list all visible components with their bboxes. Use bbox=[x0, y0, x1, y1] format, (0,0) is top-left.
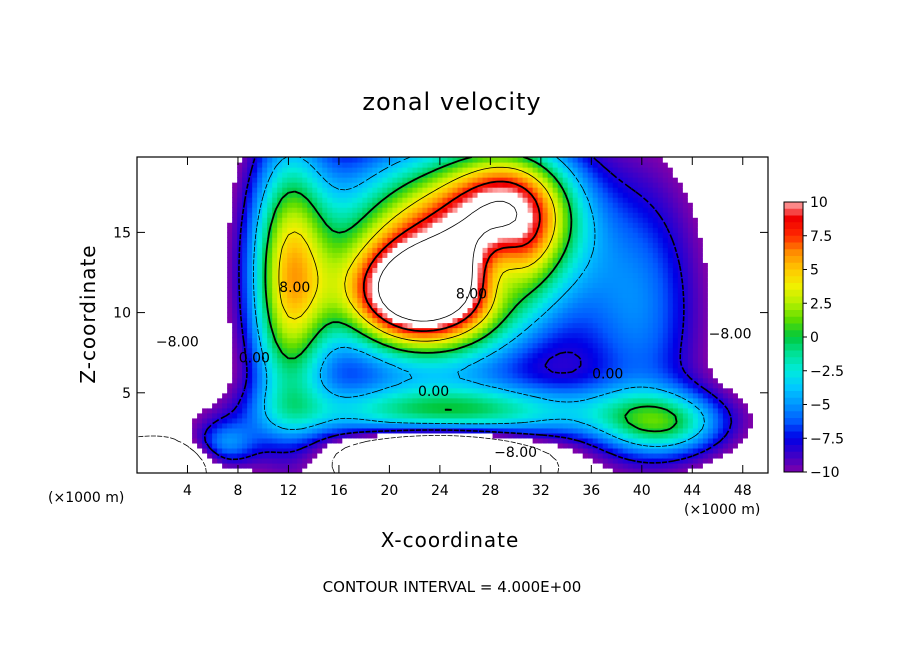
contour-line-zero bbox=[264, 157, 678, 433]
x-tick-label: 36 bbox=[582, 483, 600, 499]
colorbar-label: −7.5 bbox=[810, 431, 844, 447]
colorbar-label: 5 bbox=[810, 263, 819, 279]
colorbar-segment bbox=[784, 445, 803, 453]
colorbar-segment bbox=[784, 235, 803, 243]
x-tick-label: 48 bbox=[734, 483, 752, 499]
contour-label: −8.00 bbox=[494, 445, 537, 461]
x-tick-label: 44 bbox=[683, 483, 701, 499]
colorbar-segment bbox=[784, 208, 803, 216]
x-tick-label: 20 bbox=[380, 483, 398, 499]
colorbar-label: 7.5 bbox=[810, 229, 832, 245]
colorbar-segment bbox=[784, 283, 803, 291]
colorbar-segment bbox=[784, 343, 803, 351]
colorbar-segment bbox=[784, 202, 803, 210]
contour-line-minus4 bbox=[253, 157, 705, 447]
colorbar-segment bbox=[784, 397, 803, 405]
colorbar-segment bbox=[784, 458, 803, 466]
colorbar-segment bbox=[784, 310, 803, 318]
colorbar-label: −2.5 bbox=[810, 364, 844, 380]
colorbar-segment bbox=[784, 222, 803, 230]
colorbar-segment bbox=[784, 370, 803, 378]
contour-line-plus4 bbox=[278, 166, 556, 342]
contour-label: −8.00 bbox=[709, 326, 752, 342]
contour-line-plus12 bbox=[377, 200, 518, 322]
colorbar-segment bbox=[784, 377, 803, 385]
x-tick-label: 8 bbox=[233, 483, 242, 499]
colorbar-label: 0 bbox=[810, 330, 819, 346]
y-tick-label: 15 bbox=[113, 225, 131, 241]
contour-label: 0.00 bbox=[592, 367, 623, 383]
colorbar-segment bbox=[784, 323, 803, 331]
x-unit-right: (×1000 m) bbox=[684, 502, 761, 518]
contour-label: 0.00 bbox=[418, 384, 449, 400]
x-tick-label: 40 bbox=[633, 483, 651, 499]
colorbar-segment bbox=[784, 451, 803, 459]
contour-interval-note: CONTOUR INTERVAL = 4.000E+00 bbox=[322, 578, 582, 596]
contour-label: −8.00 bbox=[156, 334, 199, 350]
y-tick-label: 10 bbox=[113, 306, 131, 322]
colorbar-segment bbox=[784, 296, 803, 304]
colorbar-label: −5 bbox=[810, 398, 831, 414]
colorbar-segment bbox=[784, 289, 803, 297]
colorbar-label: −10 bbox=[810, 465, 840, 481]
x-axis-label: X-coordinate bbox=[380, 528, 520, 552]
x-tick-label: 32 bbox=[532, 483, 550, 499]
colorbar-segment bbox=[784, 357, 803, 365]
x-tick-label: 24 bbox=[431, 483, 449, 499]
contour-line-minus12 bbox=[137, 435, 560, 473]
colorbar-segment bbox=[784, 391, 803, 399]
contour-label: 8.00 bbox=[456, 286, 487, 302]
colorbar-segment bbox=[784, 330, 803, 338]
contour-label: 0.00 bbox=[239, 351, 270, 367]
y-tick-label: 5 bbox=[122, 386, 131, 402]
contour-lines bbox=[137, 157, 733, 473]
colorbar-segment bbox=[784, 438, 803, 446]
colorbar-segment bbox=[784, 249, 803, 257]
velocity-field bbox=[137, 157, 768, 473]
colorbar-segment bbox=[784, 316, 803, 324]
colorbar-segment bbox=[784, 364, 803, 372]
colorbar-segment bbox=[784, 242, 803, 250]
colorbar-segment bbox=[784, 431, 803, 439]
colorbar-segment bbox=[784, 424, 803, 432]
colorbar-label: 2.5 bbox=[810, 296, 832, 312]
chart-title: zonal velocity bbox=[362, 88, 542, 116]
x-tick-label: 12 bbox=[280, 483, 298, 499]
x-unit-left: (×1000 m) bbox=[48, 490, 125, 506]
contour-label: 8.00 bbox=[279, 280, 310, 296]
colorbar-segment bbox=[784, 418, 803, 426]
x-tick-label: 28 bbox=[481, 483, 499, 499]
colorbar-segment bbox=[784, 404, 803, 412]
colorbar-segment bbox=[784, 465, 803, 473]
contour-labels: 8.00 8.00 0.00 0.00 0.00 −8.00 −8.00 −8.00 bbox=[156, 280, 752, 461]
x-tick-label: 16 bbox=[330, 483, 348, 499]
colorbar-segment bbox=[784, 411, 803, 419]
colorbar-segment bbox=[784, 215, 803, 223]
x-axis: 4 8 12 16 20 24 28 32 36 40 44 48 bbox=[183, 157, 752, 499]
colorbar-segment bbox=[784, 303, 803, 311]
y-axis-label: Z-coordinate bbox=[76, 244, 100, 384]
colorbar-segment bbox=[784, 256, 803, 264]
colorbar-segment bbox=[784, 262, 803, 270]
colorbar-segment bbox=[784, 384, 803, 392]
colorbar-segment bbox=[784, 337, 803, 345]
contour-line-plus8 bbox=[362, 180, 541, 332]
colorbar-label: 10 bbox=[810, 195, 828, 211]
x-tick-label: 4 bbox=[183, 483, 192, 499]
colorbar-segment bbox=[784, 350, 803, 358]
y-axis: 5 10 15 bbox=[113, 225, 768, 402]
colorbar-segment bbox=[784, 229, 803, 237]
plot-frame bbox=[136, 156, 769, 474]
colorbar-segment bbox=[784, 276, 803, 284]
contour-line-minus8 bbox=[203, 157, 733, 464]
colorbar-segment bbox=[784, 269, 803, 277]
colorbar: 10 7.5 5 2.5 0 −2.5 −5 −7.5 −10 bbox=[783, 195, 844, 481]
